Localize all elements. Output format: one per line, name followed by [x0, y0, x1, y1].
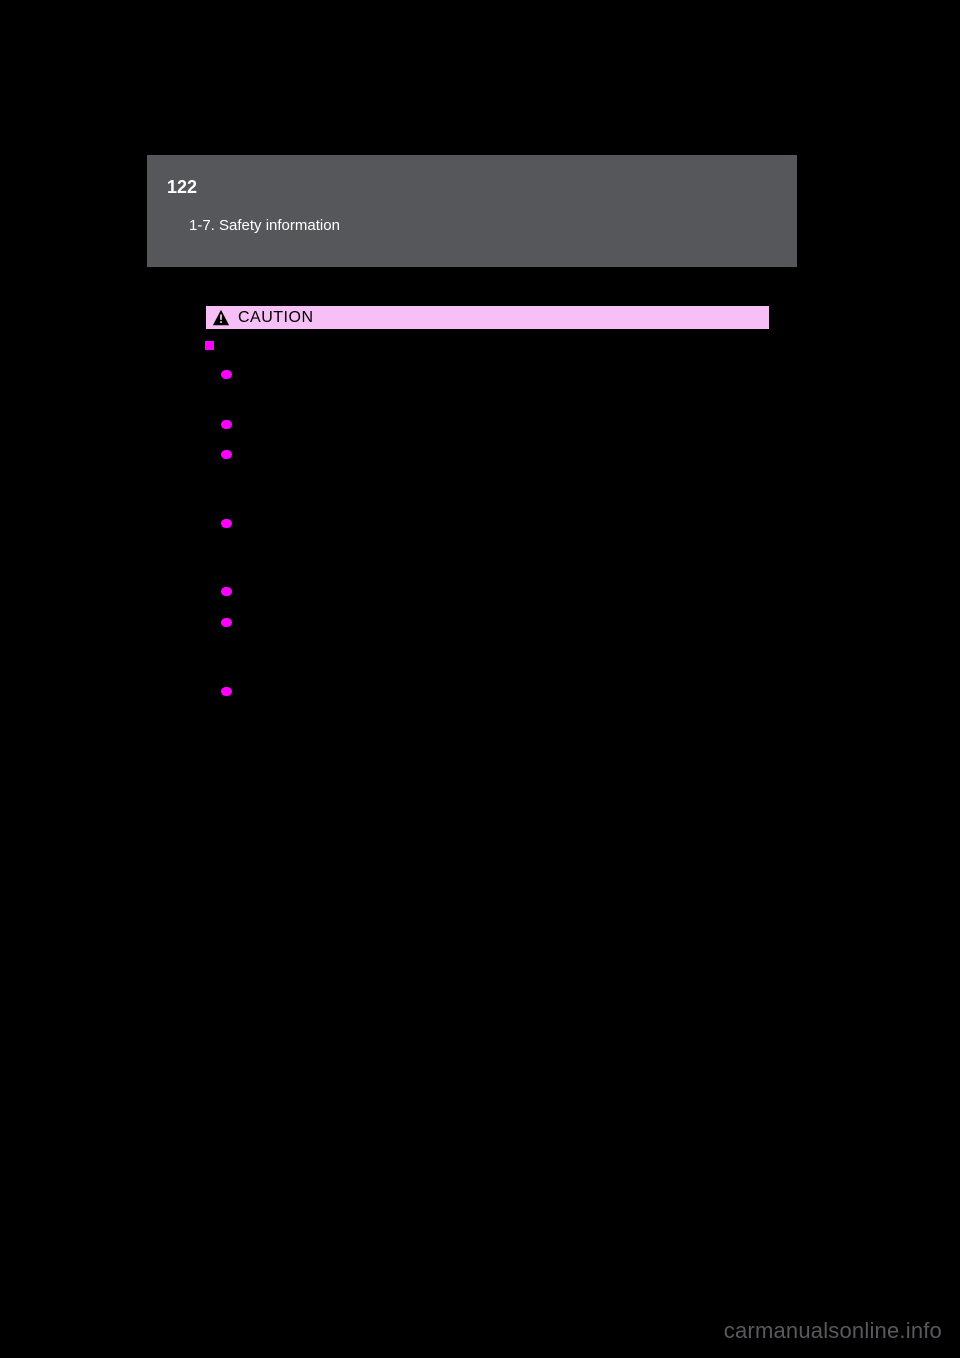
oval-bullet-icon — [221, 420, 232, 429]
manual-page: 122 1-7. Safety information CAUTION When… — [147, 155, 797, 1200]
bullet-item: Do not allow children to play with the s… — [221, 366, 770, 404]
oval-bullet-icon — [221, 618, 232, 627]
bullet-text: When a booster seat is installed, always… — [242, 614, 770, 671]
caution-label: CAUTION — [238, 309, 314, 327]
square-bullet-icon — [205, 341, 214, 350]
watermark: carmanualsonline.info — [724, 1318, 942, 1344]
bullet-text: Toyota strongly urges the use of a prope… — [242, 446, 770, 503]
bullet-item: Never install a rear-facing child restra… — [221, 515, 770, 572]
section-heading: When children are in the vehicle — [222, 337, 770, 356]
caution-content: When children are in the vehicle Do not … — [205, 337, 770, 733]
bullet-item: Make sure that you have complied with al… — [221, 683, 770, 721]
bullet-item: Holding a child in your or someone else … — [221, 583, 770, 602]
oval-bullet-icon — [221, 450, 232, 459]
bullet-item: Toyota strongly urges the use of a prope… — [221, 446, 770, 503]
oval-bullet-icon — [221, 687, 232, 696]
page-number: 122 — [167, 177, 197, 198]
warning-icon — [212, 309, 230, 327]
header-band: 122 1-7. Safety information — [147, 155, 797, 267]
bullet-text: Make sure that you have complied with al… — [242, 683, 770, 721]
bullet-text: Do not allow children to play with the s… — [242, 366, 770, 404]
oval-bullet-icon — [221, 370, 232, 379]
oval-bullet-icon — [221, 587, 232, 596]
section-header: 1-7. Safety information — [189, 217, 340, 234]
bullet-text: If this occurs and the buckle cannot be … — [242, 416, 770, 435]
caution-box: CAUTION — [205, 305, 770, 330]
section-heading-row: When children are in the vehicle — [205, 337, 770, 356]
bullet-text: Never install a rear-facing child restra… — [242, 515, 770, 572]
bullet-item: When a booster seat is installed, always… — [221, 614, 770, 671]
oval-bullet-icon — [221, 519, 232, 528]
bullet-text: Holding a child in your or someone else … — [242, 583, 770, 602]
bullet-item: If this occurs and the buckle cannot be … — [221, 416, 770, 435]
